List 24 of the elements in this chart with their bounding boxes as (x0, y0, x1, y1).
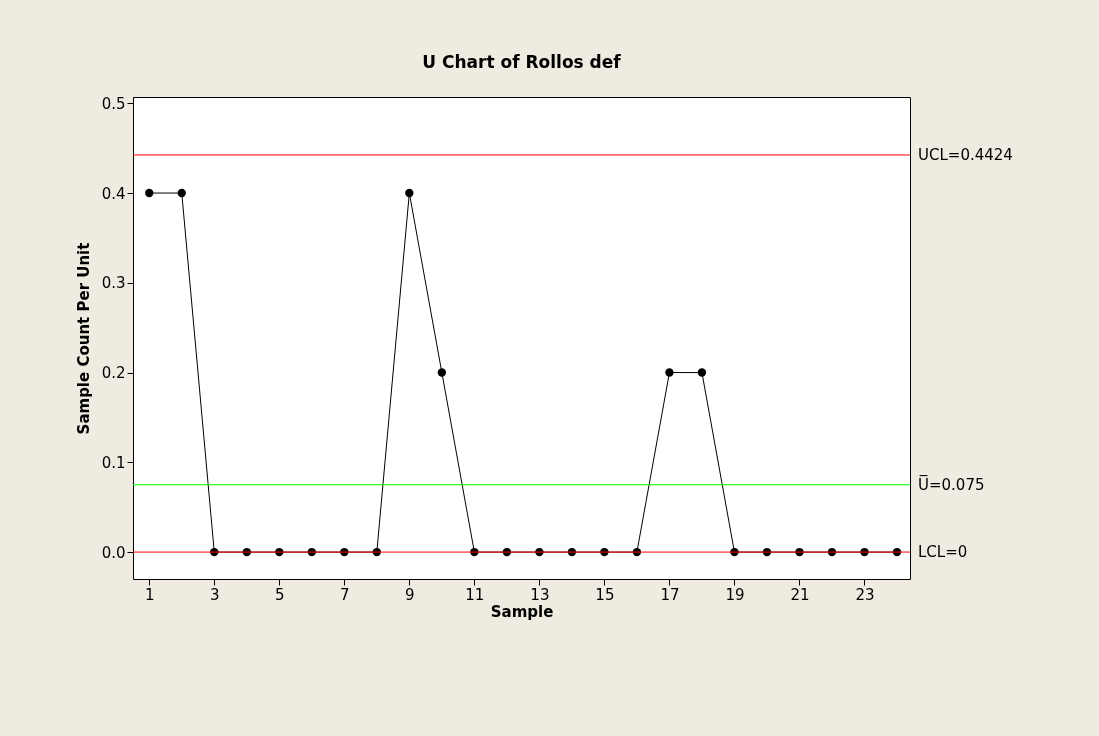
x-tick-label: 19 (725, 585, 745, 604)
y-tick-label: 0.1 (101, 453, 126, 472)
x-tick-label: 7 (340, 585, 350, 604)
y-tick-label: 0.2 (101, 364, 126, 383)
ref-line-label: UCL=0.4424 (918, 145, 1013, 164)
x-tick-label: 3 (210, 585, 220, 604)
ref-line-label: U̅=0.075 (918, 475, 985, 494)
x-tick-label: 11 (465, 585, 485, 604)
y-axis-title: Sample Count Per Unit (74, 242, 93, 435)
x-tick-label: 23 (855, 585, 875, 604)
x-tick-label: 17 (660, 585, 680, 604)
y-tick-label: 0.3 (101, 274, 126, 293)
y-tick-label: 0.5 (101, 94, 126, 113)
x-tick-label: 15 (595, 585, 615, 604)
x-axis-title: Sample (490, 602, 554, 621)
x-tick-label: 21 (790, 585, 810, 604)
x-tick-label: 9 (405, 585, 415, 604)
x-tick-label: 1 (144, 585, 155, 604)
x-tick-label: 13 (530, 585, 550, 604)
x-tick-label: 5 (275, 585, 285, 604)
chart-title: U Chart of Rollos def (422, 52, 622, 73)
y-tick-label: 0.4 (101, 184, 126, 203)
ref-line-label: LCL=0 (918, 543, 968, 562)
y-tick-label: 0.0 (101, 543, 126, 562)
